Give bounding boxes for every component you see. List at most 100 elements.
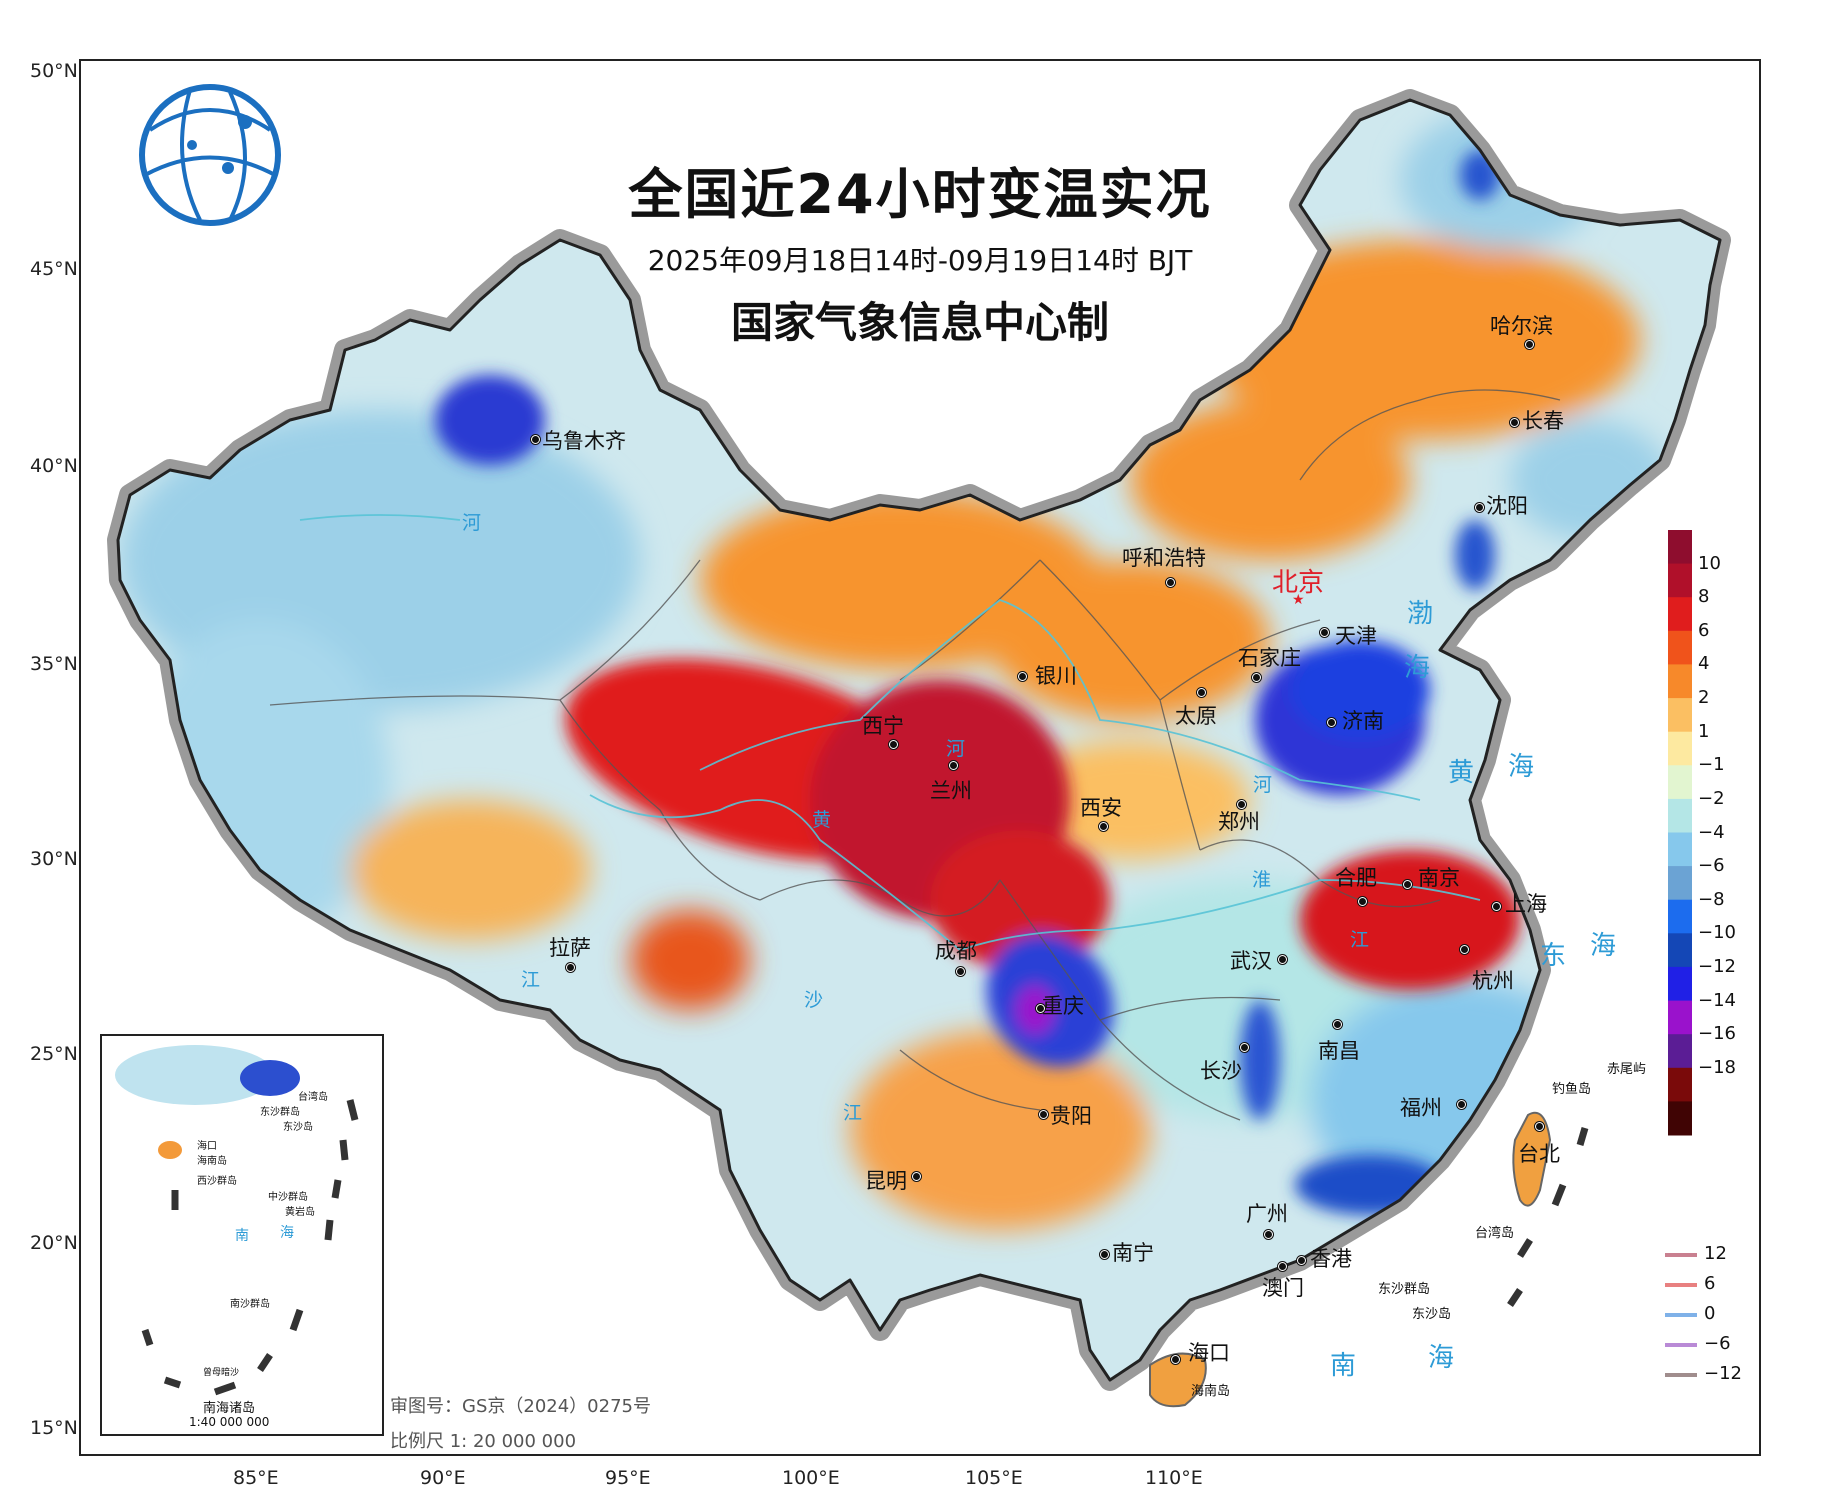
- legend-swatch: [1668, 866, 1692, 901]
- city-marker: [1333, 1020, 1342, 1029]
- city-label: 南宁: [1112, 1241, 1154, 1265]
- island-label: 赤尾屿: [1607, 1062, 1647, 1077]
- river-label: 江: [1350, 929, 1370, 951]
- title-block: 全国近24小时变温实况 2025年09月18日14时-09月19日14时 BJT…: [520, 150, 1320, 350]
- legend-swatch: [1668, 1067, 1692, 1102]
- city-label: 昆明: [865, 1169, 907, 1193]
- lat-label: 30°N: [30, 848, 78, 870]
- river-label: 黄: [812, 809, 832, 831]
- inset-label: 南沙群岛: [230, 1299, 270, 1310]
- river-label: 江: [521, 969, 541, 991]
- map-subtitle: 2025年09月18日14时-09月19日14时 BJT: [647, 244, 1193, 277]
- city-label: 南京: [1418, 866, 1460, 890]
- sea-label: 南: [1330, 1351, 1357, 1381]
- city-label: 重庆: [1042, 994, 1084, 1018]
- cma-logo-icon: [139, 84, 281, 226]
- lon-label: 90°E: [420, 1467, 466, 1489]
- city-label: 福州: [1400, 1096, 1442, 1120]
- sea-label: 东: [1540, 941, 1567, 971]
- sea-label: 海: [1508, 752, 1535, 782]
- city-label: 太原: [1175, 704, 1217, 728]
- lon-label: 95°E: [605, 1467, 651, 1489]
- city-marker: [912, 1172, 921, 1181]
- legend-swatch: [1668, 1101, 1692, 1136]
- lat-label: 40°N: [30, 455, 78, 477]
- city-marker: [956, 967, 965, 976]
- line-legend-label: 0: [1704, 1303, 1716, 1324]
- line-legend-label: −6: [1704, 1333, 1731, 1354]
- river-label: 河: [946, 738, 966, 760]
- city-label: 乌鲁木齐: [542, 429, 626, 453]
- legend-tick-label: −1: [1698, 754, 1725, 776]
- color-legend: [1668, 530, 1692, 1136]
- legend-tick-label: 6: [1698, 619, 1710, 641]
- legend-tick-label: 4: [1698, 653, 1710, 675]
- city-marker: [1457, 1100, 1466, 1109]
- city-marker: [1171, 1355, 1180, 1364]
- inset-sea-label: 南: [235, 1228, 249, 1244]
- legend-tick-label: −8: [1698, 888, 1725, 910]
- island-label: 东沙岛: [1412, 1307, 1452, 1322]
- legend-swatch: [1668, 1000, 1692, 1035]
- city-marker: [1535, 1122, 1544, 1131]
- legend-swatch: [1668, 966, 1692, 1001]
- river-label: 河: [462, 512, 482, 534]
- city-label: 香港: [1310, 1247, 1352, 1271]
- lon-label: 105°E: [965, 1467, 1023, 1489]
- city-label: 杭州: [1472, 969, 1514, 993]
- river-label: 淮: [1252, 869, 1272, 891]
- legend-tick-label: −6: [1698, 855, 1725, 877]
- city-marker: [1237, 800, 1246, 809]
- inset-label: 台湾岛: [298, 1092, 328, 1103]
- city-label: 广州: [1246, 1202, 1288, 1226]
- city-label: 长沙: [1200, 1059, 1242, 1083]
- legend-tick-label: 8: [1698, 586, 1710, 608]
- city-marker: [1100, 1250, 1109, 1259]
- issuer-label: 国家气象信息中心制: [730, 298, 1109, 347]
- city-marker: [889, 740, 898, 749]
- city-marker: [1327, 718, 1336, 727]
- legend-swatch: [1668, 765, 1692, 800]
- island-label: 东沙群岛: [1378, 1282, 1431, 1297]
- line-legend-label: 12: [1704, 1243, 1727, 1264]
- city-marker: [1510, 418, 1519, 427]
- city-label: 海口: [1188, 1341, 1230, 1365]
- legend-tick-label: −14: [1698, 989, 1736, 1011]
- legend-swatch: [1668, 563, 1692, 598]
- city-marker: [1475, 503, 1484, 512]
- capital-star-icon: ★: [1292, 592, 1305, 608]
- lon-label: 100°E: [782, 1467, 840, 1489]
- line-legend-label: −12: [1704, 1363, 1742, 1384]
- sea-label: 海: [1428, 1343, 1455, 1373]
- city-label: 台北: [1518, 1142, 1560, 1166]
- inset-scale: 1:40 000 000: [189, 1415, 270, 1429]
- sea-label: 海: [1404, 653, 1431, 683]
- legend-tick-label: −12: [1698, 955, 1736, 977]
- city-label: 拉萨: [549, 936, 591, 960]
- city-marker: [1166, 578, 1175, 587]
- legend-tick-label: 1: [1698, 720, 1710, 742]
- city-label: 银川: [1035, 664, 1077, 688]
- city-label: 石家庄: [1238, 646, 1301, 670]
- city-marker: [1264, 1230, 1273, 1239]
- legend-swatch: [1668, 1034, 1692, 1069]
- city-marker: [1492, 902, 1501, 911]
- legend-tick-label: −2: [1698, 787, 1725, 809]
- legend-swatch: [1668, 899, 1692, 934]
- lat-label: 50°N: [30, 60, 78, 82]
- city-marker: [1018, 672, 1027, 681]
- city-marker: [1403, 880, 1412, 889]
- inset-title: 南海诸岛: [203, 1401, 256, 1416]
- inset-label: 中沙群岛: [268, 1192, 308, 1203]
- city-label: 南昌: [1318, 1039, 1360, 1063]
- legend-swatch: [1668, 731, 1692, 766]
- legend-tick-label: 2: [1698, 687, 1710, 709]
- sea-label: 渤: [1407, 599, 1434, 629]
- inset-label: 西沙群岛: [197, 1176, 237, 1187]
- city-label: 天津: [1335, 624, 1377, 648]
- city-marker: [1240, 1043, 1249, 1052]
- city-label: 西宁: [862, 714, 904, 738]
- lat-label: 15°N: [30, 1417, 78, 1439]
- city-marker: [1297, 1256, 1306, 1265]
